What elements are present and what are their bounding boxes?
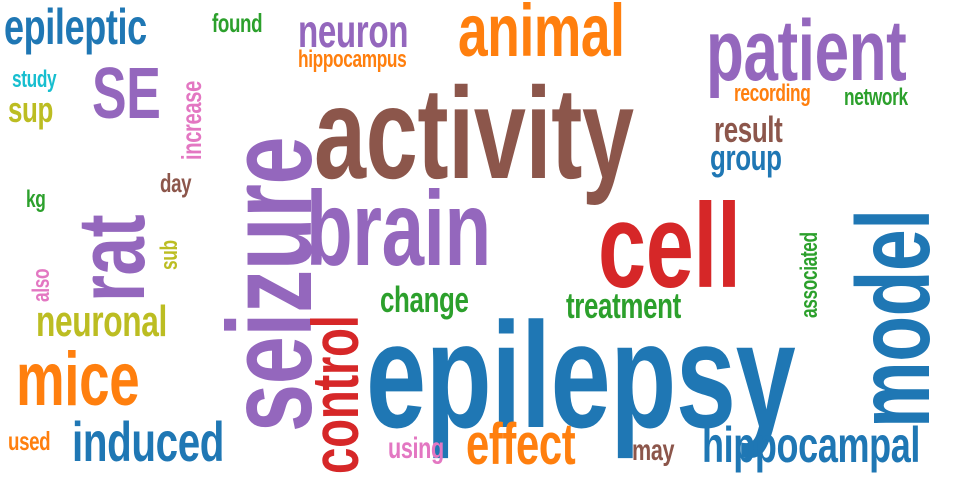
word-neuron: neuron <box>298 5 409 57</box>
word-change: change <box>380 279 469 320</box>
word-found: found <box>212 8 263 38</box>
word-recording: recording <box>734 80 811 107</box>
word-sup: sup <box>8 89 54 130</box>
word-day: day <box>160 168 192 198</box>
word-epileptic: epileptic <box>4 0 147 55</box>
word-group: group <box>710 137 782 178</box>
word-control: control <box>298 315 372 474</box>
word-increase: increase <box>176 81 207 160</box>
word-induced: induced <box>72 410 225 473</box>
word-treatment: treatment <box>566 285 681 326</box>
word-cell: cell <box>598 179 741 313</box>
word-sub: sub <box>156 240 183 270</box>
word-neuronal: neuronal <box>36 297 167 346</box>
word-study: study <box>12 66 57 93</box>
word-brain: brain <box>306 170 491 288</box>
word-activity: activity <box>314 60 634 206</box>
word-may: may <box>632 434 675 467</box>
word-using: using <box>388 432 444 465</box>
word-used: used <box>8 426 51 456</box>
word-epilepsy: epilepsy <box>366 291 796 459</box>
word-associated: associated <box>796 232 823 318</box>
word-rat: rat <box>58 214 165 302</box>
word-se: SE <box>92 54 161 134</box>
word-animal: animal <box>458 0 625 72</box>
word-model: model <box>836 209 952 428</box>
word-hippocampus: hippocampus <box>298 46 407 73</box>
word-network: network <box>844 84 908 111</box>
word-result: result <box>714 109 783 150</box>
word-hippocampal: hippocampal <box>702 417 921 473</box>
word-patient: patient <box>706 3 907 99</box>
word-mice: mice <box>16 337 140 422</box>
word-kg: kg <box>26 186 46 213</box>
word-effect: effect <box>466 412 576 477</box>
